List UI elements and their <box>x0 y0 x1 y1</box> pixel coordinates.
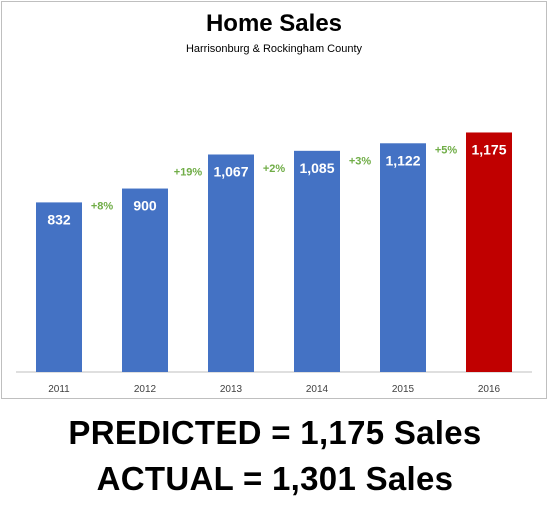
change-label: +5% <box>435 144 458 156</box>
x-tick-label: 2011 <box>48 384 70 395</box>
chart-subtitle: Harrisonburg & Rockingham County <box>185 43 363 55</box>
x-tick-label: 2016 <box>478 384 501 395</box>
change-label: +3% <box>349 155 372 167</box>
bar <box>208 154 254 372</box>
x-tick-label: 2012 <box>134 384 157 395</box>
bar-value-label: 832 <box>47 211 71 227</box>
bar <box>36 202 82 372</box>
bar-chart: 832 2011 900 2012 1,067 2013 1,085 2014 1,122 201… <box>16 132 532 395</box>
x-tick-label: 2015 <box>392 384 415 395</box>
bar <box>122 188 168 372</box>
bar-value-label: 900 <box>133 198 157 214</box>
chart-title: Home Sales <box>205 10 343 37</box>
bar <box>380 143 426 372</box>
bar <box>466 132 512 372</box>
bar-value-label: 1,067 <box>213 163 248 179</box>
change-label: +2% <box>263 163 286 175</box>
bar-value-label: 1,175 <box>471 141 506 157</box>
change-label: +8% <box>91 201 114 213</box>
bar <box>294 150 340 372</box>
actual-sales-text: ACTUAL = 1,301 Sales <box>96 460 454 497</box>
x-tick-label: 2013 <box>220 384 243 395</box>
change-label: +19% <box>174 166 203 178</box>
x-tick-label: 2014 <box>306 384 329 395</box>
chart-frame: Home Sales Harrisonburg & Rockingham Cou… <box>1 1 547 399</box>
bar-value-label: 1,122 <box>385 152 420 168</box>
bar-value-label: 1,085 <box>299 160 334 176</box>
predicted-sales-text: PREDICTED = 1,175 Sales <box>68 414 482 451</box>
